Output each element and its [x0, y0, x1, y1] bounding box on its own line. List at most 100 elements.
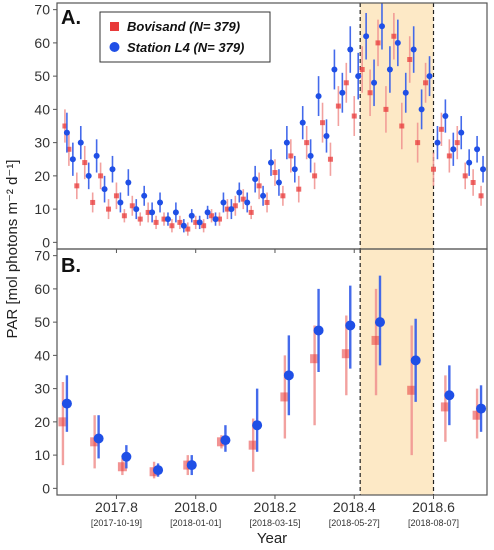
station-l4-point-b [313, 325, 324, 336]
bovisand-point-a [224, 206, 230, 212]
panel-a-plot [62, 3, 487, 249]
bovisand-point-a [351, 113, 357, 119]
bovisand-point-a [446, 153, 452, 159]
station-l4-point-a [85, 172, 92, 179]
station-l4-point-a [188, 212, 195, 219]
station-l4-point-a [244, 199, 251, 206]
station-l4-point-a [307, 152, 314, 159]
x-tick-label: 2017.8 [95, 499, 138, 515]
bovisand-point-b [117, 462, 127, 472]
bovisand-point-a [320, 120, 326, 126]
station-l4-point-a [172, 209, 179, 216]
bovisand-point-a [201, 223, 207, 229]
bovisand-point-b [472, 410, 482, 420]
station-l4-point-a [220, 199, 227, 206]
bovisand-point-b [407, 385, 417, 395]
station-l4-point-a [77, 139, 84, 146]
legend-station-l4-marker [109, 42, 120, 52]
bovisand-point-a [216, 216, 222, 222]
x-tick-date-label: [2018-03-15] [249, 518, 300, 528]
bovisand-point-a [438, 126, 444, 132]
bovisand-point-a [90, 199, 96, 205]
station-l4-point-a [347, 46, 354, 53]
station-l4-point-a [252, 176, 259, 183]
station-l4-point-a [474, 146, 481, 153]
bovisand-point-a [470, 180, 476, 186]
bovisand-point-b [58, 417, 68, 427]
station-l4-point-b [93, 433, 104, 444]
x-tick-label: 2018.4 [333, 499, 376, 515]
panel-a-letter: A. [61, 7, 81, 29]
bovisand-point-a [113, 193, 119, 199]
station-l4-point-b [153, 465, 164, 476]
station-l4-point-a [117, 199, 124, 206]
bovisand-point-a [462, 173, 468, 179]
station-l4-point-a [157, 199, 164, 206]
y-tick-label-a: 50 [34, 68, 50, 84]
y-tick-label-b: 0 [42, 480, 50, 496]
bovisand-point-a [359, 66, 365, 72]
bovisand-point-a [185, 226, 191, 232]
y-tick-label-a: 70 [34, 2, 50, 18]
y-tick-label-a: 10 [34, 201, 50, 217]
bovisand-point-a [106, 206, 112, 212]
legend-box [99, 11, 271, 63]
station-l4-point-a [434, 139, 441, 146]
station-l4-point-a [466, 159, 473, 166]
station-l4-point-a [291, 166, 298, 173]
station-l4-point-a [394, 39, 401, 46]
station-l4-point-a [355, 73, 362, 80]
y-tick-label-b: 70 [34, 248, 50, 264]
bovisand-point-b [90, 437, 100, 447]
bovisand-point-a [62, 123, 68, 129]
station-l4-point-a [204, 209, 211, 216]
legend: Bovisand (N= 379) Station L4 (N= 379) [99, 11, 271, 63]
station-l4-point-a [101, 186, 108, 193]
station-l4-point-b [345, 320, 356, 331]
station-l4-point-b [121, 451, 132, 462]
station-l4-point-a [133, 206, 140, 213]
bovisand-point-a [137, 216, 143, 222]
station-l4-point-a [63, 129, 70, 136]
bovisand-point-a [430, 166, 436, 172]
station-l4-point-a [339, 89, 346, 96]
y-axis-title: PAR [mol photons m⁻² d⁻¹] [4, 160, 21, 339]
y-tick-label-a: 40 [34, 101, 50, 117]
bovisand-point-a [375, 40, 381, 46]
bovisand-point-a [280, 193, 286, 199]
bovisand-point-a [312, 173, 318, 179]
station-l4-point-a [450, 146, 457, 153]
bovisand-point-a [423, 80, 429, 86]
station-l4-point-a [402, 89, 409, 96]
station-l4-point-b [61, 398, 72, 409]
y-tick-label-a: 60 [34, 35, 50, 51]
bovisand-point-a [240, 196, 246, 202]
x-tick-label: 2018.6 [412, 499, 455, 515]
legend-bovisand-label: Bovisand (N= 379) [127, 19, 240, 34]
station-l4-point-b [220, 435, 231, 446]
y-tick-label-b: 60 [34, 281, 50, 297]
highlight-span-a [360, 3, 434, 249]
station-l4-point-b [374, 317, 385, 328]
y-tick-label-b: 40 [34, 347, 50, 363]
station-l4-point-a [418, 106, 425, 113]
bovisand-point-b [341, 349, 351, 359]
bovisand-point-a [232, 203, 238, 209]
bovisand-point-a [383, 106, 389, 112]
bovisand-point-a [399, 123, 405, 129]
y-tick-label-b: 20 [34, 414, 50, 430]
station-l4-point-a [164, 216, 171, 223]
bovisand-point-a [121, 213, 127, 219]
y-tick-label-b: 50 [34, 314, 50, 330]
x-tick-date-label: [2018-05-27] [329, 518, 380, 528]
bovisand-point-a [343, 80, 349, 86]
legend-station-l4-label: Station L4 (N= 379) [127, 40, 244, 55]
station-l4-point-a [109, 166, 116, 173]
station-l4-point-a [426, 73, 433, 80]
bovisand-point-a [82, 160, 88, 166]
bovisand-point-a [367, 90, 373, 96]
bovisand-point-a [454, 140, 460, 146]
bovisand-point-a [248, 209, 254, 215]
bovisand-point-a [407, 57, 413, 63]
